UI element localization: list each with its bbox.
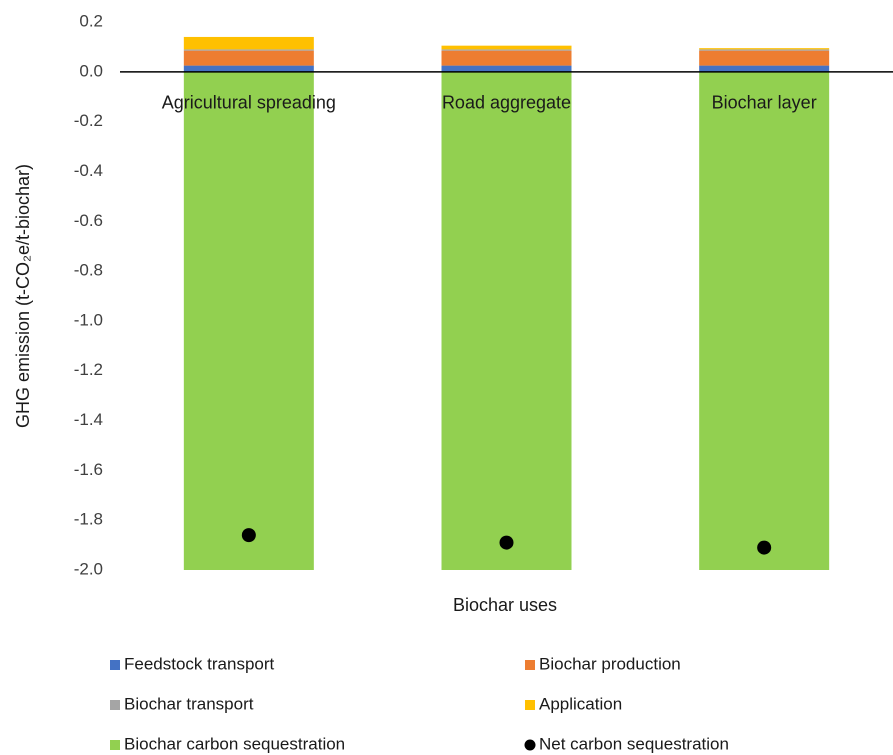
legend-marker	[525, 660, 535, 670]
category-label: Agricultural spreading	[162, 93, 336, 113]
bar-segment	[441, 49, 572, 51]
legend-marker	[110, 660, 120, 670]
bar-segment	[699, 71, 830, 570]
y-tick-label: -1.8	[74, 510, 103, 529]
legend-label: Biochar carbon sequestration	[124, 734, 345, 753]
y-tick-label: -2.0	[74, 559, 103, 578]
bar-segment	[441, 50, 572, 66]
y-tick-label: -1.4	[74, 410, 103, 429]
legend-label: Feedstock transport	[124, 654, 275, 673]
legend-marker	[524, 739, 536, 751]
bar-segment	[183, 65, 314, 72]
legend-label: Application	[539, 694, 622, 713]
plot-area	[183, 36, 830, 570]
y-tick-label: -0.6	[74, 211, 103, 230]
bar-segment	[441, 71, 572, 570]
bar-segment	[441, 65, 572, 72]
bar-segment	[699, 49, 830, 51]
y-tick-label: -1.6	[74, 460, 103, 479]
y-tick-label: -0.4	[74, 161, 103, 180]
legend-marker	[110, 700, 120, 710]
legend-marker	[110, 740, 120, 750]
bar-segment	[699, 48, 830, 50]
y-axis-title: GHG emission (t-CO₂e/t-biochar)	[13, 164, 33, 428]
legend-marker	[525, 700, 535, 710]
bar-segment	[699, 65, 830, 72]
y-tick-label: -0.2	[74, 111, 103, 130]
y-tick-label: -1.0	[74, 310, 103, 329]
y-tick-label: 0.0	[79, 61, 103, 80]
legend-label: Biochar production	[539, 654, 681, 673]
y-tick-label: -0.8	[74, 261, 103, 280]
net-point	[241, 528, 256, 543]
net-point	[757, 540, 772, 555]
net-point	[499, 535, 514, 550]
bar-segment	[441, 45, 572, 50]
bar-segment	[183, 50, 314, 66]
legend-label: Biochar transport	[124, 694, 254, 713]
bar-segment	[183, 71, 314, 570]
bar-segment	[183, 36, 314, 50]
y-tick-label: 0.2	[79, 11, 103, 30]
category-label: Biochar layer	[712, 93, 817, 113]
bar-segment	[699, 50, 830, 66]
legend-label: Net carbon sequestration	[539, 734, 729, 753]
category-label: Road aggregate	[442, 93, 571, 113]
y-tick-label: -1.2	[74, 360, 103, 379]
bar-segment	[183, 49, 314, 51]
x-axis-title: Biochar uses	[453, 595, 557, 615]
